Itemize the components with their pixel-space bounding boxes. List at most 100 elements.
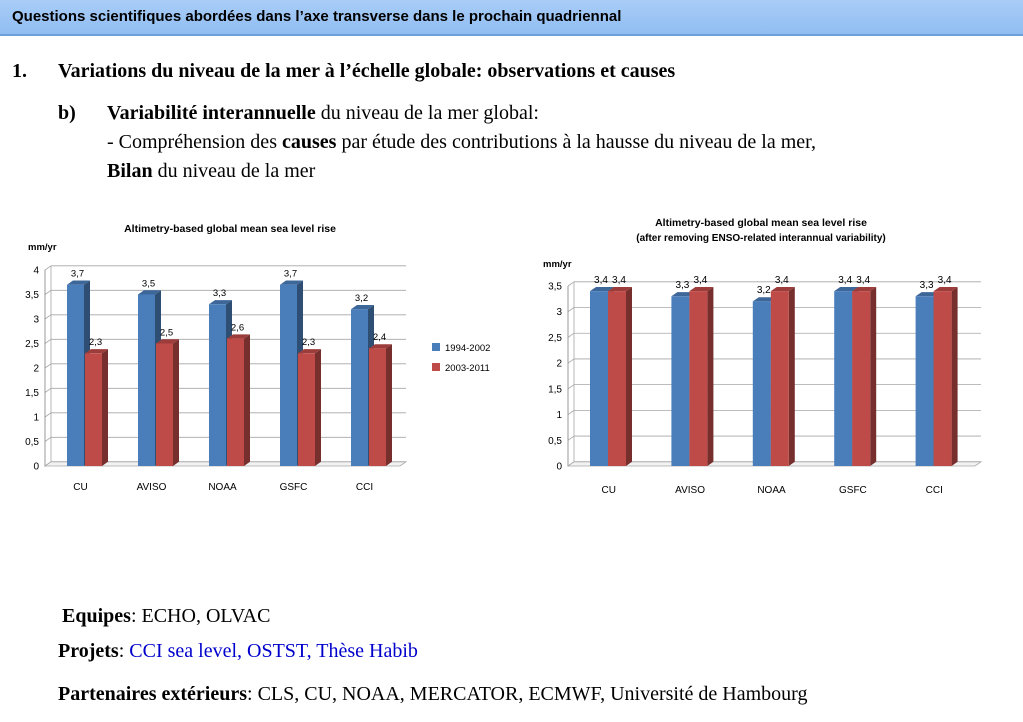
partenaires-value: CLS, CU, NOAA, MERCATOR, ECMWF, Universi…	[257, 683, 808, 705]
y-tick-label: 3	[33, 315, 39, 326]
data-label: 3,3	[213, 288, 226, 299]
data-label: 3,4	[775, 275, 789, 286]
bar	[770, 291, 789, 466]
projets-label: Projets	[58, 640, 119, 662]
subsection-line-1: Variabilité interannuelle du niveau de l…	[107, 102, 539, 125]
bar-side	[315, 349, 321, 466]
data-label: 3,3	[920, 280, 934, 291]
bar-top	[138, 290, 161, 295]
bar-top	[67, 280, 90, 285]
chart-left: Altimetry-based global mean sea level ri…	[25, 223, 490, 493]
equipes-label: Equipes	[62, 605, 131, 627]
data-label: 3,4	[594, 275, 608, 286]
data-label: 2,3	[302, 337, 315, 348]
gridline-side	[567, 332, 575, 338]
y-tick-label: 3	[556, 307, 562, 318]
chart-right: Altimetry-based global mean sea level ri…	[543, 217, 983, 496]
bar-side	[173, 339, 179, 466]
data-label: 3,7	[71, 269, 84, 280]
bar-top	[351, 305, 374, 310]
y-tick-label: 1	[556, 410, 562, 421]
chart-title: Altimetry-based global mean sea level ri…	[655, 217, 867, 229]
bar	[298, 353, 315, 466]
data-label: 3,2	[757, 285, 771, 296]
gridline-side	[44, 265, 52, 271]
x-tick-label: CCI	[356, 482, 373, 493]
x-tick-label: AVISO	[137, 482, 167, 493]
data-label: 3,4	[838, 275, 852, 286]
bar-top	[85, 349, 108, 354]
y-tick-label: 1,5	[548, 384, 562, 395]
gridline-side	[567, 281, 575, 287]
bar	[608, 291, 626, 466]
section-title: Variations du niveau de la mer à l’échel…	[58, 60, 676, 82]
y-tick-label: 2	[33, 364, 39, 375]
y-tick-label: 2	[556, 359, 562, 370]
bar	[351, 309, 368, 466]
bar	[156, 343, 173, 466]
gridline-side	[44, 363, 52, 369]
bar	[85, 353, 102, 466]
gridline-side	[567, 410, 575, 415]
bar-side	[244, 334, 250, 466]
header-title: Questions scientifiques abordées dans l’…	[12, 8, 622, 25]
bar-top	[369, 344, 392, 349]
y-tick-label: 3,5	[548, 282, 562, 293]
bar	[369, 348, 386, 466]
data-label: 2,4	[373, 332, 386, 343]
equipes-separator: :	[130, 605, 142, 627]
bar	[590, 291, 608, 466]
bar-top	[227, 334, 250, 339]
gridline-side	[567, 307, 575, 313]
bar-side	[102, 349, 108, 466]
bar-top	[209, 300, 232, 305]
legend-swatch	[432, 363, 440, 371]
y-tick-label: 2,5	[548, 333, 562, 344]
y-tick-label: 0,5	[548, 436, 562, 447]
partenaires-line: Partenaires extérieurs: CLS, CU, NOAA, M…	[58, 683, 807, 706]
data-label: 3,3	[675, 280, 689, 291]
data-label: 3,4	[856, 275, 870, 286]
y-tick-label: 3,5	[25, 290, 39, 301]
x-tick-label: CCI	[926, 485, 943, 496]
data-label: 3,7	[284, 269, 297, 280]
subsection-line-2: - Compréhension des causes par étude des…	[107, 131, 816, 154]
gridline-side	[44, 289, 52, 295]
data-label: 3,4	[938, 275, 952, 286]
data-label: 2,3	[89, 337, 102, 348]
bar-top	[915, 292, 940, 297]
bar	[280, 284, 297, 466]
bar	[915, 296, 934, 466]
gridline-side	[44, 436, 52, 442]
gridline-side	[567, 435, 575, 441]
y-tick-label: 4	[33, 266, 39, 277]
partenaires-separator: :	[247, 683, 258, 705]
bar-top	[590, 286, 614, 292]
bar-side	[707, 286, 714, 466]
bar-top	[689, 286, 714, 292]
bar-top	[608, 286, 632, 292]
chart-title: Altimetry-based global mean sea level ri…	[124, 223, 336, 235]
x-tick-label: AVISO	[675, 485, 705, 496]
projets-separator: :	[118, 640, 130, 662]
x-tick-label: CU	[601, 485, 615, 496]
partenaires-label: Partenaires extérieurs	[58, 683, 247, 705]
bar	[752, 301, 771, 466]
bar-top	[280, 280, 303, 285]
y-tick-label: 1,5	[25, 388, 39, 399]
header-bar: Questions scientifiques abordées dans l’…	[0, 0, 1023, 36]
x-tick-label: NOAA	[208, 482, 237, 493]
subsection-line-2-bold: causes	[281, 131, 337, 153]
x-tick-label: CU	[73, 482, 87, 493]
legend-swatch	[432, 343, 440, 351]
chart-subtitle: (after removing ENSO-related interannual…	[636, 233, 886, 244]
gridline-side	[44, 387, 52, 393]
bar	[209, 304, 226, 466]
bar	[689, 291, 708, 466]
y-tick-label: 1	[33, 413, 39, 424]
bar	[227, 338, 244, 466]
data-label: 2,5	[160, 327, 173, 338]
section-number: 1.	[12, 60, 27, 82]
bar-top	[770, 286, 795, 292]
data-label: 3,5	[142, 278, 155, 289]
